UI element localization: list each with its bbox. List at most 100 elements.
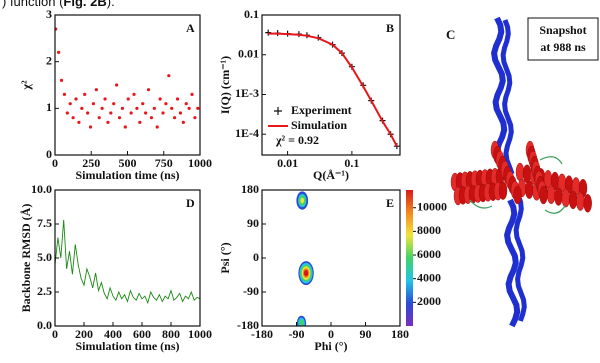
point (127, 97, 130, 100)
point (159, 97, 162, 100)
annotation: Snapshot (539, 23, 586, 37)
y-tick-label: 5.0 (37, 250, 52, 264)
x-axis-title: Q(Å⁻¹) (313, 168, 349, 182)
y-tick-label: 1 (46, 100, 52, 114)
y-tick-label: 7.5 (37, 216, 52, 230)
point (95, 88, 98, 91)
point (156, 125, 159, 128)
caption-fragment: ) function (Fig. 2B). (2, 0, 115, 9)
y-tick-label: 0 (253, 250, 259, 264)
point (173, 116, 176, 119)
x-tick-label: 180 (391, 327, 409, 341)
point (135, 107, 138, 110)
point (98, 116, 101, 119)
y-tick-label: 10.0 (31, 182, 52, 196)
point (121, 107, 124, 110)
colorbar (406, 190, 413, 326)
point (118, 116, 121, 119)
x-tick-label: -90 (289, 327, 305, 341)
protein-snapshot (451, 18, 592, 326)
caption-part: ) function ( (2, 0, 64, 9)
series-line (55, 220, 200, 303)
y-axis-title: Psi (°) (218, 242, 232, 273)
point (66, 111, 69, 114)
y-tick-label: 2.5 (37, 284, 52, 298)
point (57, 51, 60, 54)
density-contour (300, 321, 303, 326)
plot-area (55, 220, 200, 303)
density-contour (300, 198, 304, 204)
point (185, 102, 188, 105)
x-tick-label: 1000 (188, 327, 212, 341)
point (89, 125, 92, 128)
panel: 020040060080010000.02.55.07.510.0Simulat… (19, 182, 212, 353)
point (60, 79, 63, 82)
protein-helix (562, 189, 570, 207)
x-axis-title: Simulation time (ns) (75, 339, 179, 353)
protein-helix (540, 186, 548, 204)
point (63, 93, 66, 96)
x-tick-label: 90 (360, 327, 372, 341)
plot-area (296, 191, 313, 330)
colorbar-tick-label: 6000 (417, 247, 441, 261)
point (115, 83, 118, 86)
protein-strand (507, 200, 517, 326)
point (112, 102, 115, 105)
y-tick-label: 0.0 (37, 318, 52, 332)
protein-helix (576, 193, 584, 211)
panel-label: A (186, 21, 195, 35)
y-tick-label: -90 (243, 284, 259, 298)
point (69, 102, 72, 105)
point (147, 88, 150, 91)
plot-frame (55, 190, 200, 326)
protein-helix (584, 194, 592, 212)
x-axis-title: Phi (°) (314, 339, 347, 353)
protein-helix (516, 163, 524, 181)
legend-marker (274, 107, 282, 115)
point (161, 111, 164, 114)
y-tick-label: 0.1 (244, 7, 259, 21)
protein-helix (499, 182, 507, 200)
point (103, 97, 106, 100)
point (101, 107, 104, 110)
y-axis-title: Backbone RMSD (Å) (19, 204, 33, 313)
caption-part: Fig. 2B (63, 0, 106, 9)
colorbar-tick-label: 2000 (417, 294, 441, 308)
figure: ) function (Fig. 2B). C Snapshot at 988 … (0, 0, 600, 363)
point (164, 102, 167, 105)
point (132, 93, 135, 96)
y-tick-label: 90 (247, 216, 259, 230)
y-axis-title: I(Q) (cm⁻¹) (218, 56, 232, 114)
point (144, 111, 147, 114)
point (106, 121, 109, 124)
point (170, 107, 173, 110)
point (83, 93, 86, 96)
point (124, 125, 127, 128)
x-tick-label: 0 (52, 327, 58, 341)
annotation: at 988 ns (540, 40, 586, 54)
colorbar-tick-label: 10000 (417, 199, 447, 213)
point (150, 116, 153, 119)
point (196, 107, 199, 110)
y-tick-label: 0 (46, 147, 52, 161)
legend-label: Simulation (291, 118, 347, 132)
y-tick-label: 2 (46, 53, 52, 67)
point (74, 97, 77, 100)
protein-helix (525, 181, 533, 199)
annotation: χ² = 0.92 (275, 133, 319, 147)
panel-label: D (186, 196, 195, 210)
colorbar-tick-label: 4000 (417, 270, 441, 284)
protein-strand (503, 20, 512, 174)
y-tick-label: 1E-4 (235, 126, 259, 140)
point (72, 116, 75, 119)
point (153, 107, 156, 110)
point (77, 121, 80, 124)
point (188, 107, 191, 110)
protein-helix (547, 186, 555, 204)
plot-area (54, 27, 199, 128)
point (190, 93, 193, 96)
protein-helix (555, 188, 563, 206)
protein-helix (569, 191, 577, 209)
point (141, 102, 144, 105)
